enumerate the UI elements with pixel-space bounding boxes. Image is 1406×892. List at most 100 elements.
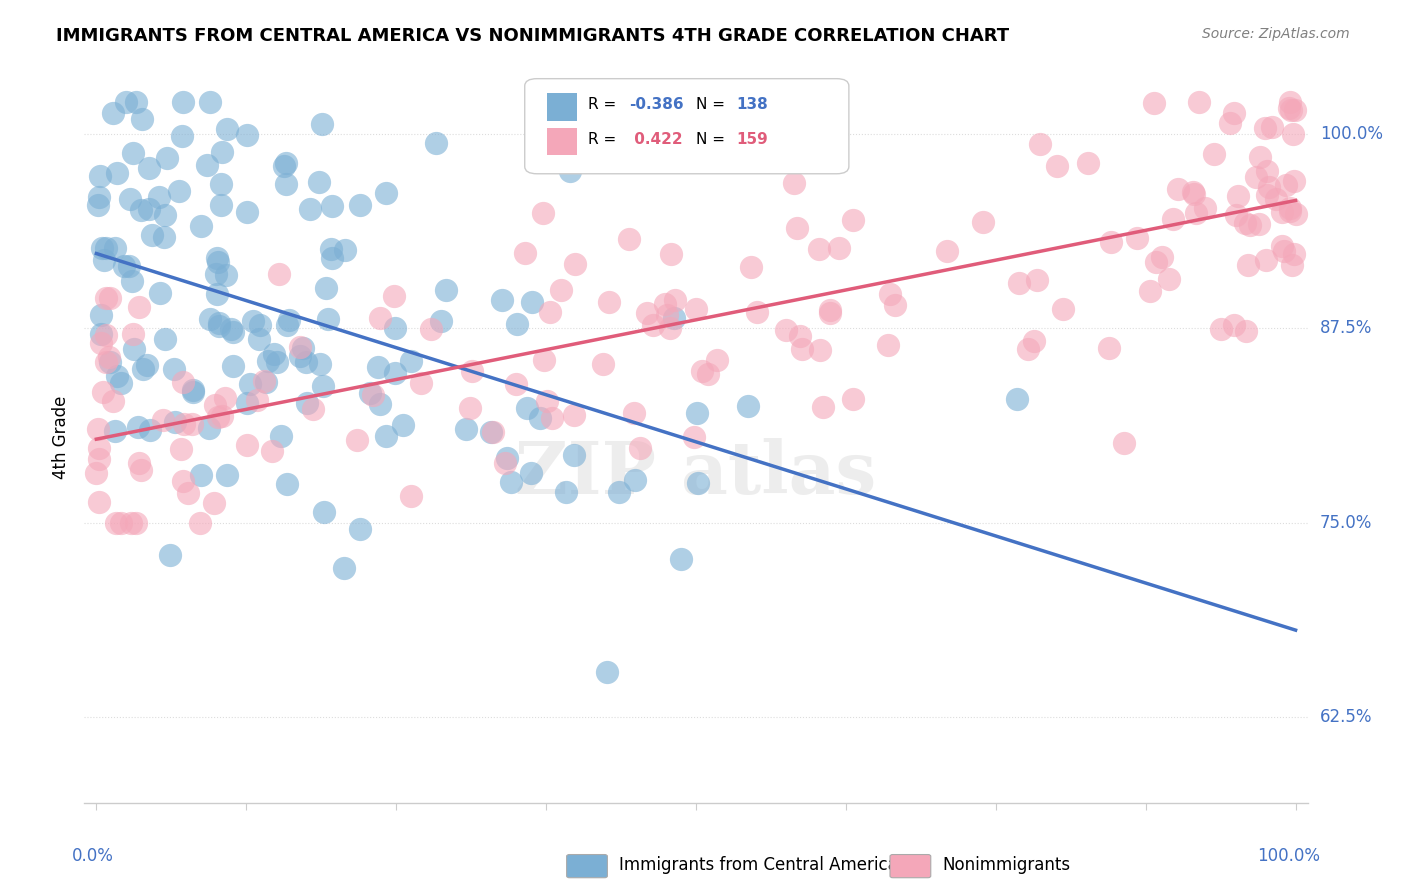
Nonimmigrants <box>188 516 211 530</box>
Immigrants from Central America <box>554 485 576 500</box>
Nonimmigrants <box>598 295 620 310</box>
Immigrants from Central America <box>359 386 381 401</box>
Nonimmigrants <box>1281 259 1303 273</box>
Nonimmigrants <box>531 205 554 219</box>
Nonimmigrants <box>1211 322 1233 336</box>
Nonimmigrants <box>706 353 728 368</box>
Immigrants from Central America <box>90 241 112 255</box>
Nonimmigrants <box>536 394 558 409</box>
Immigrants from Central America <box>479 425 502 440</box>
Nonimmigrants <box>841 213 863 227</box>
Immigrants from Central America <box>686 476 709 491</box>
Immigrants from Central America <box>529 411 551 425</box>
Immigrants from Central America <box>558 164 581 178</box>
Nonimmigrants <box>1258 179 1281 194</box>
Nonimmigrants <box>505 376 527 391</box>
Nonimmigrants <box>828 241 851 255</box>
Immigrants from Central America <box>349 522 371 536</box>
Nonimmigrants <box>1284 103 1306 118</box>
Immigrants from Central America <box>520 295 543 310</box>
Nonimmigrants <box>654 297 676 311</box>
FancyBboxPatch shape <box>524 78 849 174</box>
Immigrants from Central America <box>118 259 141 273</box>
Immigrants from Central America <box>127 420 149 434</box>
Nonimmigrants <box>1188 95 1211 110</box>
Nonimmigrants <box>401 489 423 503</box>
Nonimmigrants <box>623 406 645 420</box>
Nonimmigrants <box>236 437 259 451</box>
Immigrants from Central America <box>90 308 112 322</box>
Immigrants from Central America <box>181 384 204 399</box>
Text: Nonimmigrants: Nonimmigrants <box>942 856 1070 874</box>
Immigrants from Central America <box>129 203 152 218</box>
Text: Immigrants from Central America: Immigrants from Central America <box>619 856 897 874</box>
Nonimmigrants <box>91 384 114 399</box>
Nonimmigrants <box>204 496 226 510</box>
Nonimmigrants <box>818 303 841 318</box>
Immigrants from Central America <box>215 122 238 136</box>
Nonimmigrants <box>204 398 226 412</box>
Nonimmigrants <box>97 351 120 365</box>
Nonimmigrants <box>641 318 664 333</box>
Immigrants from Central America <box>222 325 245 339</box>
Nonimmigrants <box>180 417 202 431</box>
Nonimmigrants <box>562 408 585 422</box>
Nonimmigrants <box>564 257 586 271</box>
Immigrants from Central America <box>141 227 163 242</box>
Nonimmigrants <box>290 340 312 354</box>
Nonimmigrants <box>494 457 516 471</box>
Immigrants from Central America <box>103 424 125 438</box>
Immigrants from Central America <box>138 161 160 176</box>
Nonimmigrants <box>1008 276 1031 290</box>
Y-axis label: 4th Grade: 4th Grade <box>52 395 70 479</box>
Nonimmigrants <box>682 430 704 444</box>
Immigrants from Central America <box>148 189 170 203</box>
Immigrants from Central America <box>516 401 538 416</box>
Nonimmigrants <box>90 335 112 350</box>
Nonimmigrants <box>481 425 503 439</box>
Nonimmigrants <box>636 306 658 320</box>
Immigrants from Central America <box>662 311 685 326</box>
Nonimmigrants <box>246 393 269 408</box>
Nonimmigrants <box>461 364 484 378</box>
Nonimmigrants <box>460 401 482 416</box>
Immigrants from Central America <box>596 665 619 679</box>
Immigrants from Central America <box>312 379 335 393</box>
Immigrants from Central America <box>208 318 231 333</box>
Immigrants from Central America <box>149 286 172 301</box>
Immigrants from Central America <box>121 274 143 288</box>
Immigrants from Central America <box>491 293 513 307</box>
Immigrants from Central America <box>209 198 232 212</box>
Nonimmigrants <box>740 260 762 275</box>
Nonimmigrants <box>1185 205 1208 219</box>
Immigrants from Central America <box>291 341 314 355</box>
Immigrants from Central America <box>89 169 111 183</box>
Immigrants from Central America <box>170 129 193 144</box>
Nonimmigrants <box>1181 185 1204 199</box>
Nonimmigrants <box>550 283 572 297</box>
Text: ZIP atlas: ZIP atlas <box>516 438 876 509</box>
Text: IMMIGRANTS FROM CENTRAL AMERICA VS NONIMMIGRANTS 4TH GRADE CORRELATION CHART: IMMIGRANTS FROM CENTRAL AMERICA VS NONIM… <box>56 27 1010 45</box>
Nonimmigrants <box>592 357 614 371</box>
Nonimmigrants <box>207 410 229 425</box>
Immigrants from Central America <box>312 506 335 520</box>
Immigrants from Central America <box>239 376 262 391</box>
Nonimmigrants <box>1022 334 1045 348</box>
Immigrants from Central America <box>156 151 179 165</box>
Nonimmigrants <box>94 328 117 343</box>
Nonimmigrants <box>1249 151 1271 165</box>
Nonimmigrants <box>120 516 142 530</box>
Immigrants from Central America <box>499 475 522 489</box>
Immigrants from Central America <box>131 112 153 127</box>
Nonimmigrants <box>877 338 900 352</box>
Text: 100.0%: 100.0% <box>1320 125 1384 143</box>
Immigrants from Central America <box>101 105 124 120</box>
Nonimmigrants <box>808 243 831 257</box>
Immigrants from Central America <box>242 314 264 328</box>
Nonimmigrants <box>101 394 124 409</box>
Text: 62.5%: 62.5% <box>1320 708 1372 726</box>
Immigrants from Central America <box>257 354 280 368</box>
Immigrants from Central America <box>425 136 447 151</box>
Immigrants from Central America <box>153 208 176 222</box>
Nonimmigrants <box>786 220 808 235</box>
